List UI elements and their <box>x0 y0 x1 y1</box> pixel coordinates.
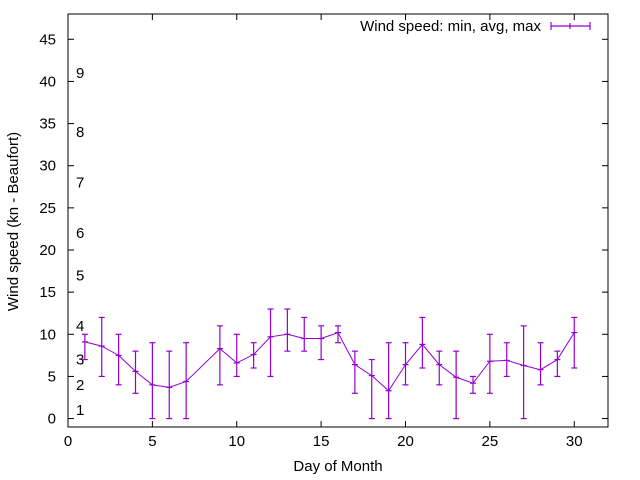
x-tick-label: 30 <box>566 433 583 450</box>
beaufort-label: 2 <box>76 377 84 394</box>
errorbar-point <box>520 325 527 420</box>
errorbar-point <box>486 333 493 394</box>
errorbar-point <box>436 350 443 386</box>
y-tick-label: 5 <box>48 368 56 385</box>
errorbar-point <box>335 325 341 344</box>
y-axis-label: Wind speed (kn - Beaufort) <box>5 132 22 311</box>
errorbar-point <box>149 342 156 420</box>
errorbar-point <box>132 350 139 394</box>
series-layer <box>81 308 578 420</box>
x-axis: 0 5 10 15 20 25 30 <box>64 14 583 450</box>
x-tick-label: 15 <box>313 433 330 450</box>
x-axis-label: Day of Month <box>293 458 382 475</box>
errorbar-point <box>571 316 578 369</box>
y-tick-label: 30 <box>39 158 56 175</box>
beaufort-label: 7 <box>76 175 84 192</box>
plot-frame <box>67 13 609 428</box>
beaufort-label: 6 <box>76 225 84 242</box>
beaufort-label: 4 <box>76 318 84 335</box>
y-tick-label: 45 <box>39 31 56 48</box>
beaufort-label: 5 <box>76 267 84 284</box>
errorbar-point <box>81 333 88 361</box>
x-tick-label: 0 <box>64 433 72 450</box>
x-tick-label: 5 <box>148 433 156 450</box>
errorbar-point <box>385 342 392 420</box>
errorbar-point <box>503 342 510 378</box>
errorbar-point <box>250 342 257 369</box>
x-tick-label: 10 <box>228 433 245 450</box>
avg-line <box>84 331 575 392</box>
beaufort-label: 3 <box>76 352 84 369</box>
beaufort-label: 8 <box>76 124 84 141</box>
y-tick-label: 35 <box>39 116 56 133</box>
errorbar-point <box>284 308 291 352</box>
errorbar-point <box>267 308 274 378</box>
legend-label: Wind speed: min, avg, max <box>360 18 541 35</box>
errorbar-point <box>351 350 358 394</box>
beaufort-label: 1 <box>76 402 84 419</box>
errorbar-point <box>216 325 223 386</box>
errorbar-point <box>554 350 561 378</box>
beaufort-annotations: 1 2 3 4 5 6 7 8 9 <box>76 65 84 419</box>
errorbar-point <box>419 316 426 369</box>
errorbar-point <box>183 342 190 420</box>
errorbar-point <box>402 342 409 386</box>
legend: Wind speed: min, avg, max <box>360 18 591 35</box>
y-tick-label: 25 <box>39 200 56 217</box>
errorbar-point <box>166 350 173 420</box>
legend-errorbar-sample <box>550 22 591 30</box>
errorbar-point <box>318 325 325 361</box>
y-tick-label: 0 <box>48 411 56 428</box>
errorbar-point <box>115 333 122 386</box>
errorbar-point <box>301 316 308 352</box>
x-tick-label: 20 <box>397 433 414 450</box>
errorbar-point <box>470 375 476 394</box>
y-tick-label: 15 <box>39 284 56 301</box>
errorbar-point <box>233 333 240 378</box>
errorbar-point <box>368 358 375 420</box>
x-tick-label: 25 <box>482 433 499 450</box>
errorbar-point <box>453 350 460 420</box>
beaufort-label: 9 <box>76 65 84 82</box>
y-tick-label: 40 <box>39 73 56 90</box>
y-tick-label: 10 <box>39 326 56 343</box>
y-tick-label: 20 <box>39 242 56 259</box>
errorbar-point <box>98 316 105 378</box>
errorbar-point <box>537 342 544 386</box>
